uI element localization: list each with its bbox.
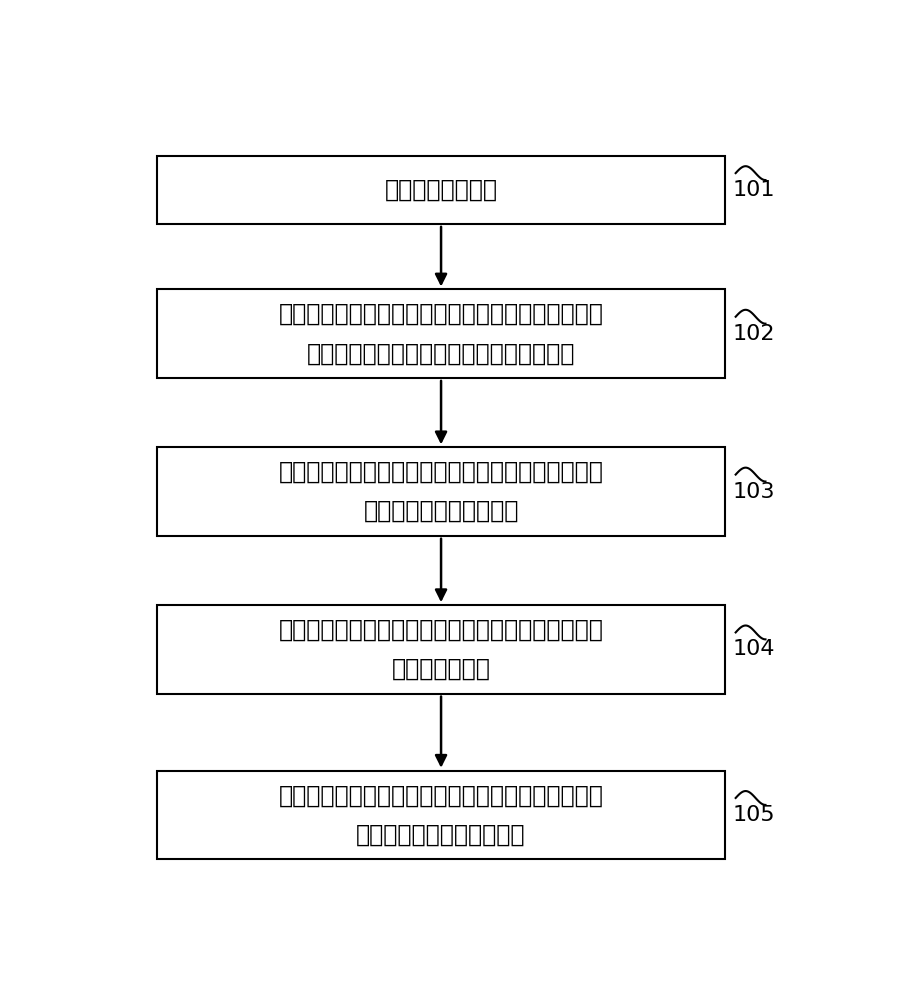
- Text: 采集加速度数据，根据所述加速度数据确定被试者是
否处于运动状态: 采集加速度数据，根据所述加速度数据确定被试者是 否处于运动状态: [278, 618, 604, 681]
- Text: 103: 103: [733, 482, 775, 502]
- Bar: [158, 289, 725, 378]
- Text: 102: 102: [733, 324, 775, 344]
- Bar: [158, 447, 725, 536]
- Bar: [158, 771, 725, 859]
- Text: 104: 104: [733, 639, 775, 659]
- Text: 接收测量开始指令: 接收测量开始指令: [385, 178, 497, 202]
- Text: 对所述各个压电传感器的压力数据进行量化，并将量
化后的压力数据进行存储: 对所述各个压电传感器的压力数据进行量化，并将量 化后的压力数据进行存储: [278, 460, 604, 523]
- Bar: [158, 605, 725, 694]
- Text: 响应于所述测量开始指令，按照预设采样频率获取多
个压电传感器中各个压电传感器的压力数据: 响应于所述测量开始指令，按照预设采样频率获取多 个压电传感器中各个压电传感器的压…: [278, 302, 604, 365]
- Bar: [158, 156, 725, 224]
- Text: 105: 105: [733, 805, 776, 825]
- Text: 根据所述量化后的压力数据，和所述被试者的状态，
确定所述被试者的脉搏波形: 根据所述量化后的压力数据，和所述被试者的状态， 确定所述被试者的脉搏波形: [278, 783, 604, 847]
- Text: 101: 101: [733, 180, 775, 200]
